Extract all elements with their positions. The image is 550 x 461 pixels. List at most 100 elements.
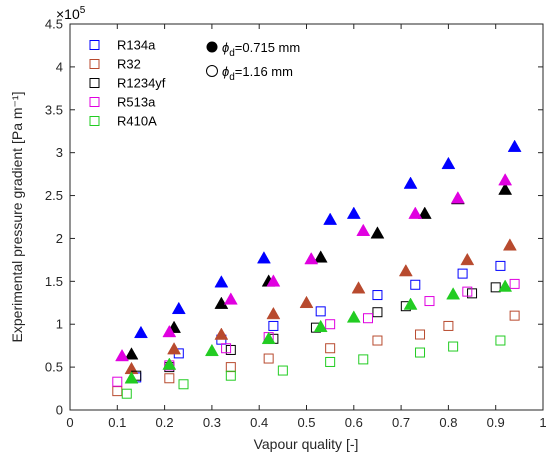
open-square-point [164, 373, 175, 384]
filled-triangle-point [257, 251, 271, 264]
open-square-point [112, 376, 123, 387]
x-axis: 0 0.1 0.2 0.3 0.4 0.5 0.6 0.7 0.8 0.9 1 [66, 24, 547, 430]
series-r1234yf [124, 182, 513, 381]
x-tick-label: 0.4 [250, 415, 268, 430]
series-r513a [112, 173, 520, 387]
open-square-point [325, 343, 336, 354]
filled-triangle-point [446, 287, 461, 300]
open-square-point [462, 286, 473, 297]
filled-triangle-point [502, 238, 517, 251]
filled-triangle-point [441, 156, 456, 170]
filled-triangle-point [115, 348, 129, 362]
series-r134a [131, 139, 522, 383]
filled-triangle-point [498, 279, 513, 292]
filled-triangle-point [214, 327, 229, 340]
open-square-point [495, 260, 506, 271]
open-square-point [325, 319, 336, 330]
filled-triangle-point [346, 310, 361, 323]
legend-marker-r513a [89, 97, 100, 107]
x-tick-label: 0 [66, 415, 73, 430]
open-square-point [415, 347, 426, 358]
x-tick-label: 0.8 [439, 415, 457, 430]
legend-marker-r134a [89, 40, 100, 50]
open-square-point [263, 353, 274, 364]
open-square-point [372, 290, 383, 301]
filled-triangle-point [214, 275, 229, 288]
legend-diameter-label: ϕd=0.715 mm [222, 40, 300, 59]
filled-triangle-point [370, 226, 385, 239]
filled-triangle-point [214, 296, 229, 309]
filled-triangle-point [403, 297, 418, 310]
filled-triangle-point [450, 191, 465, 204]
y-multiplier: ×105 [56, 5, 86, 22]
filled-triangle-point [171, 301, 186, 315]
y-tick-label: 0 [56, 403, 63, 418]
filled-triangle-point [351, 281, 366, 294]
x-tick-label: 0.7 [392, 415, 410, 430]
filled-triangle-point [167, 342, 181, 355]
legend-label-r513a: R513a [117, 95, 156, 110]
x-tick-label: 0.5 [297, 415, 315, 430]
legend-label-r134a: R134a [117, 38, 156, 53]
open-square-point [315, 306, 326, 317]
legend-marker-r32 [89, 59, 100, 69]
filled-triangle-point [498, 182, 513, 195]
y-tick-label: 0.5 [45, 360, 63, 375]
x-tick-label: 0.6 [345, 415, 363, 430]
legend-diameter-label: ϕd=1.16 mm [222, 64, 293, 83]
open-square-point [490, 282, 501, 293]
open-square-point [121, 388, 132, 399]
y-axis: 0 0.5 1 1.5 2 2.5 3 3.5 4 4.5 [45, 17, 543, 418]
open-square-point [372, 307, 383, 318]
series-r410a [121, 279, 513, 399]
filled-triangle-point [162, 357, 177, 370]
open-square-point [448, 341, 459, 352]
x-axis-title: Vapour quality [-] [254, 436, 359, 452]
filled-triangle-point [204, 343, 219, 357]
filled-triangle-point [507, 139, 522, 152]
open-square-point [268, 320, 279, 331]
open-square-point [509, 310, 520, 321]
y-axis-title: Experimental pressure gradient [Pa m⁻¹] [9, 92, 25, 343]
x-tick-label: 0.2 [156, 415, 174, 430]
filled-triangle-point [124, 347, 139, 360]
filled-triangle-point [261, 331, 276, 345]
open-square-point [325, 356, 336, 367]
filled-triangle-point [304, 252, 319, 265]
filled-triangle-point [323, 212, 338, 225]
filled-triangle-point [313, 319, 328, 333]
legend-label-r1234yf: R1234yf [117, 76, 166, 91]
open-square-point [277, 365, 288, 376]
open-square-point [509, 278, 520, 289]
open-square-point [372, 335, 383, 346]
filled-triangle-point [398, 264, 413, 277]
legend-marker-r1234yf [89, 78, 100, 88]
y-tick-label: 3 [56, 145, 63, 160]
filled-triangle-point [266, 274, 281, 287]
x-tick-label: 0.1 [108, 415, 126, 430]
open-square-point [415, 329, 426, 340]
open-square-point [410, 279, 421, 290]
y-tick-label: 4 [56, 59, 63, 74]
filled-triangle-point [299, 295, 314, 309]
open-square-point [225, 370, 236, 381]
open-square-point [457, 268, 468, 279]
filled-triangle-point [408, 206, 423, 219]
filled-triangle-point [313, 250, 328, 263]
filled-triangle-point [124, 371, 139, 384]
open-square-point [221, 343, 232, 354]
plot-layer [112, 139, 522, 399]
filled-triangle-point [403, 176, 418, 189]
filled-triangle-point [417, 206, 432, 219]
y-tick-label: 2.5 [45, 188, 63, 203]
legend-label-r32: R32 [117, 57, 141, 72]
diameter-legend: ϕd=0.715 mm ϕd=1.16 mm [206, 40, 300, 83]
filled-triangle-point [498, 173, 513, 186]
y-tick-label: 2 [56, 231, 63, 246]
x-tick-label: 0.9 [487, 415, 505, 430]
open-square-point [178, 379, 189, 390]
y-tick-label: 3.5 [45, 102, 63, 117]
x-tick-label: 1 [539, 415, 546, 430]
